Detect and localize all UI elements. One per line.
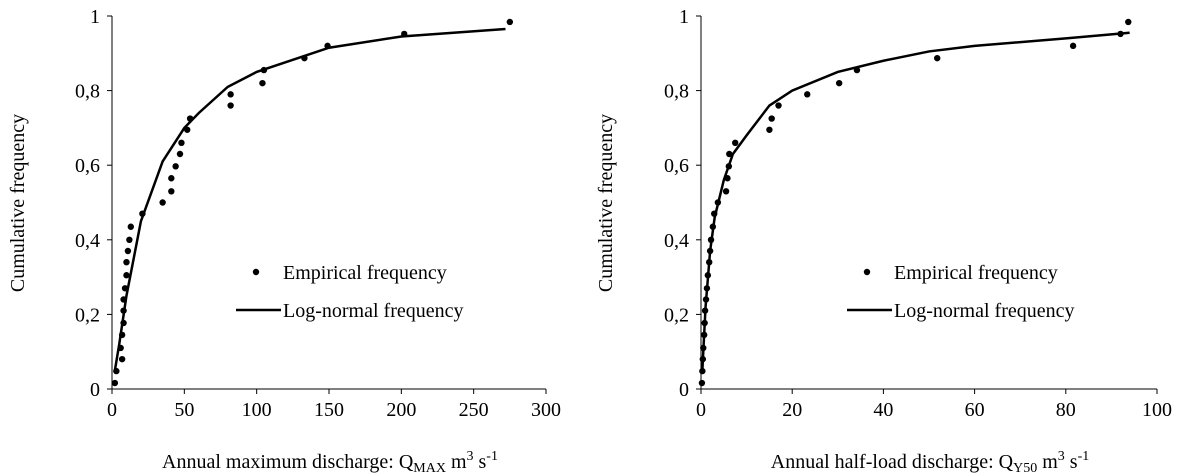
- data-point: [722, 188, 730, 195]
- x-tick-label: 80: [1056, 399, 1076, 421]
- y-tick-label: 1: [679, 6, 689, 28]
- x-tick-label: 100: [1142, 399, 1172, 421]
- data-point: [768, 115, 775, 122]
- y-tick-label: 0,8: [664, 81, 689, 103]
- lognormal-line: [113, 27, 506, 371]
- x-tick-label: 200: [386, 399, 416, 421]
- x-label-sub: MAX: [413, 461, 446, 476]
- data-point: [126, 236, 133, 243]
- y-tick-label: 0,8: [75, 81, 100, 103]
- x-tick-label: 250: [459, 399, 489, 421]
- data-point: [227, 102, 234, 109]
- x-label-sup: -1: [486, 449, 498, 464]
- y-axis-label: Cumulative frequency: [595, 114, 617, 292]
- x-label-part: m: [446, 451, 467, 473]
- data-point: [176, 150, 184, 158]
- data-point: [168, 175, 175, 182]
- data-point: [172, 163, 179, 170]
- x-tick-label: 100: [242, 399, 272, 421]
- y-axis-label: Cumulative frequency: [7, 114, 29, 292]
- y-tick-label: 0,6: [664, 155, 689, 177]
- legend-label: Empirical frequency: [283, 262, 447, 284]
- legend-marker: [863, 268, 871, 276]
- y-tick-label: 0,4: [75, 230, 100, 252]
- data-point: [804, 91, 811, 98]
- x-label-part: Annual maximum discharge: Q: [162, 451, 414, 473]
- x-axis-label: Annual maximum discharge: QMAX m3 s-1: [162, 449, 498, 476]
- data-point: [159, 199, 166, 206]
- data-point: [698, 379, 706, 387]
- data-point: [178, 139, 185, 147]
- data-point: [1069, 42, 1077, 50]
- data-point: [726, 150, 733, 158]
- data-point: [766, 126, 773, 133]
- data-point: [506, 18, 514, 26]
- y-tick-label: 0,2: [664, 304, 689, 326]
- y-tick-label: 0: [679, 379, 689, 401]
- y-tick-label: 0,6: [75, 155, 100, 177]
- y-tick-label: 0,4: [664, 230, 689, 252]
- data-point: [1125, 18, 1132, 26]
- data-point: [124, 247, 132, 255]
- x-tick-label: 0: [696, 399, 706, 421]
- x-axis-label: Annual half-load discharge: QY50 m3 s-1: [771, 449, 1090, 476]
- x-label-sup: -1: [1078, 449, 1090, 464]
- data-point: [118, 355, 126, 363]
- y-tick-label: 1: [90, 6, 100, 28]
- data-point: [111, 379, 119, 387]
- x-label-sup: 3: [467, 449, 474, 464]
- x-label-part: m: [1037, 451, 1058, 473]
- data-point: [123, 272, 130, 279]
- data-point: [732, 139, 739, 147]
- data-point: [123, 258, 130, 266]
- x-tick-label: 60: [965, 399, 985, 421]
- x-tick-label: 20: [782, 399, 802, 421]
- data-point: [127, 223, 135, 230]
- y-tick-label: 0: [90, 379, 100, 401]
- x-tick-label: 40: [873, 399, 893, 421]
- legend-marker: [252, 268, 260, 276]
- data-point: [934, 54, 941, 62]
- x-tick-label: 0: [107, 399, 117, 421]
- data-point: [699, 367, 706, 375]
- legend-label: Log-normal frequency: [283, 300, 463, 322]
- lognormal-line: [701, 31, 1130, 371]
- y-tick-label: 0,2: [75, 304, 100, 326]
- x-label-sup: 3: [1058, 449, 1065, 464]
- data-point: [227, 91, 234, 98]
- data-point: [168, 188, 175, 195]
- legend-label: Empirical frequency: [894, 262, 1058, 284]
- x-label-part: s: [474, 451, 487, 473]
- x-label-part: Annual half-load discharge: Q: [771, 451, 1014, 473]
- data-point: [775, 102, 782, 109]
- x-tick-label: 150: [314, 399, 344, 421]
- x-tick-label: 300: [531, 399, 561, 421]
- data-point: [835, 79, 843, 87]
- x-tick-label: 50: [174, 399, 194, 421]
- data-point: [259, 79, 266, 87]
- x-label-sub: Y50: [1013, 461, 1037, 476]
- x-label-part: s: [1065, 451, 1078, 473]
- legend-label: Log-normal frequency: [894, 300, 1074, 322]
